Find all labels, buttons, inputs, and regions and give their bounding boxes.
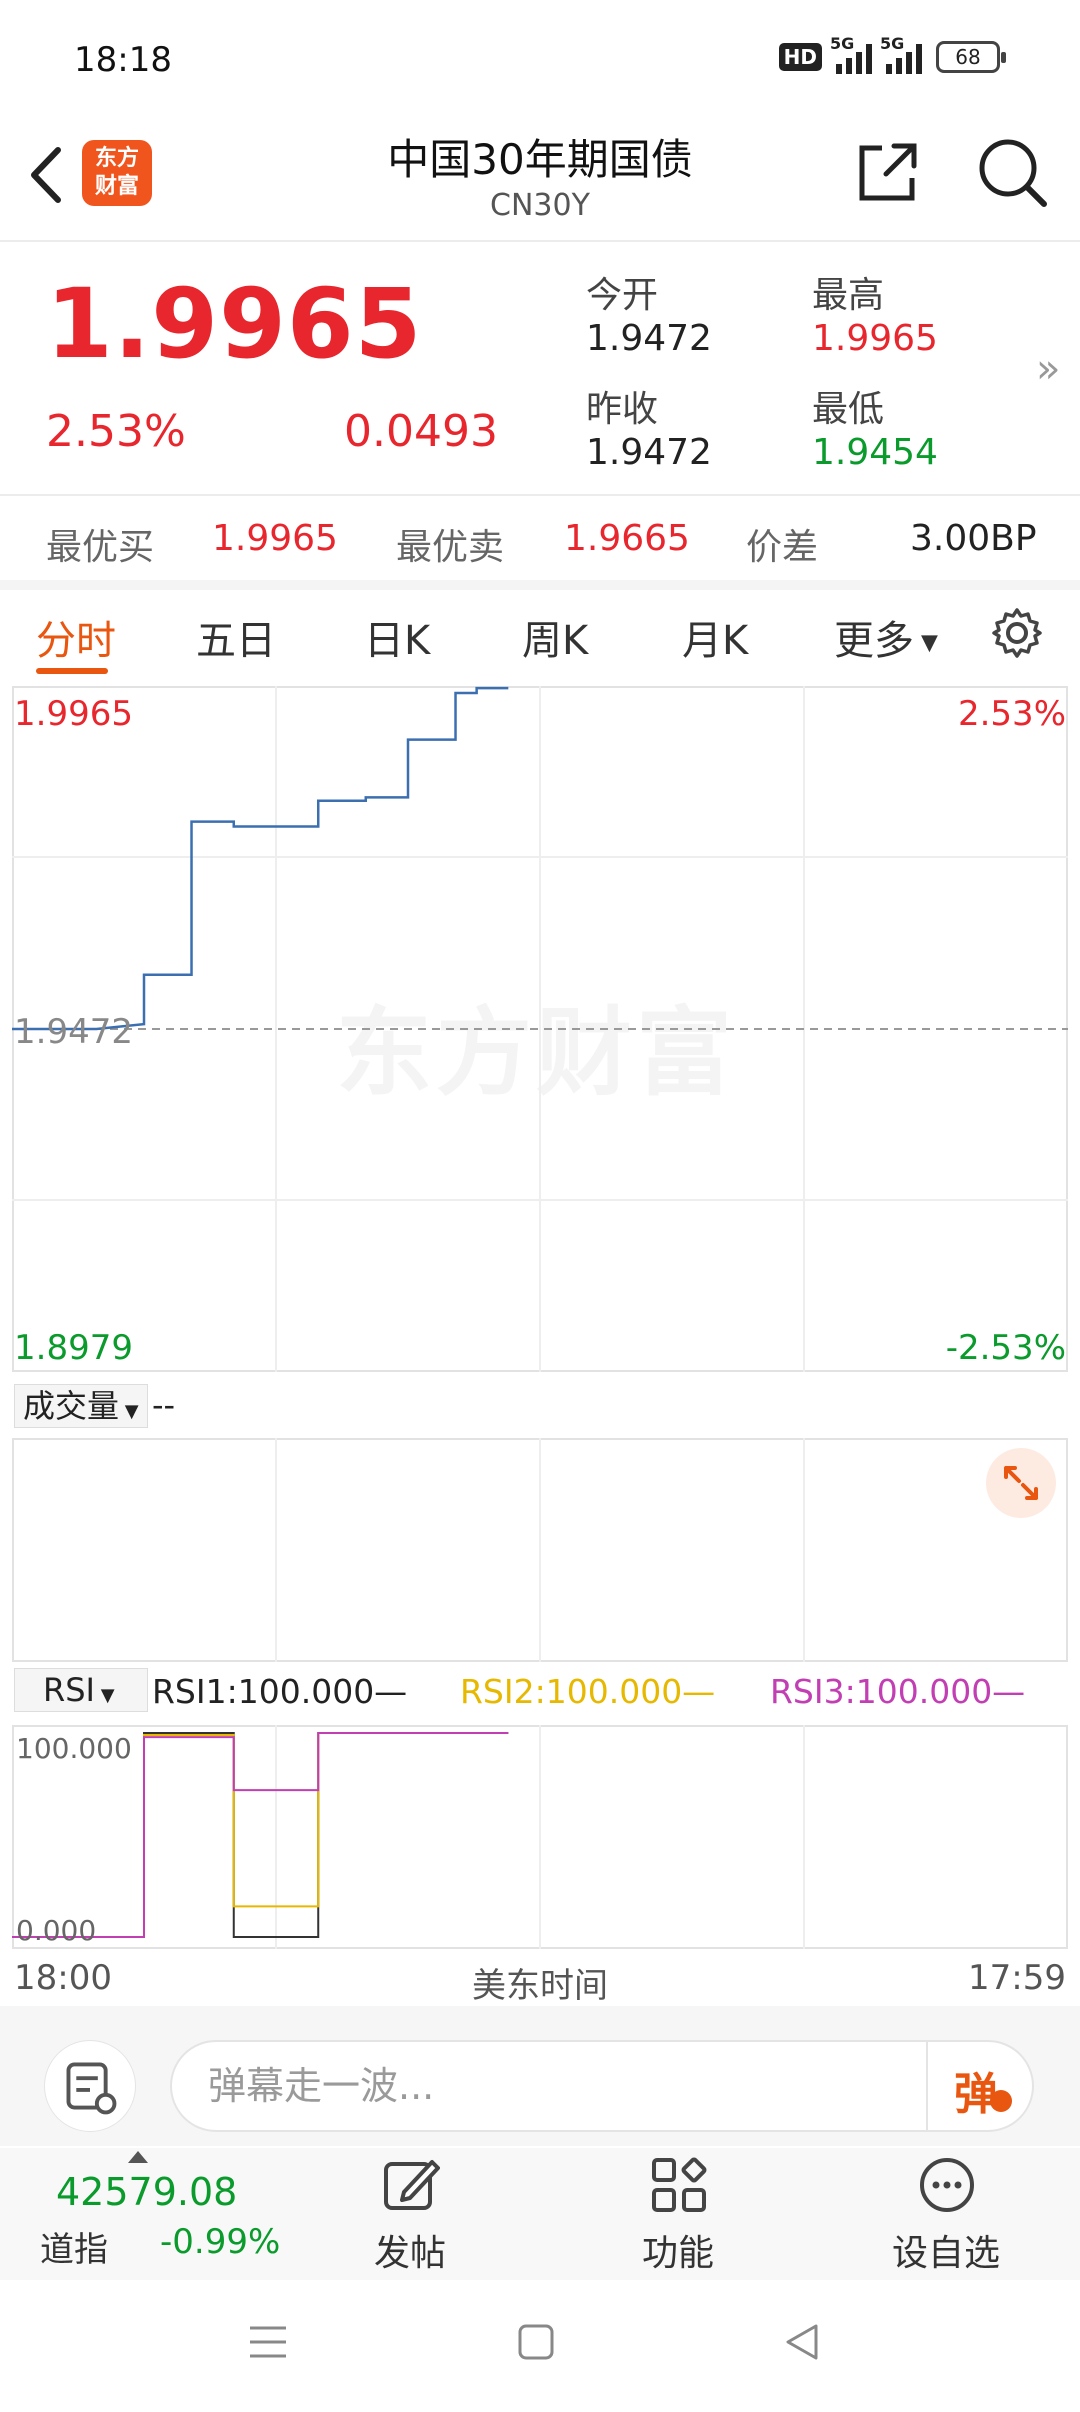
- system-nav-bar: [0, 2280, 1080, 2412]
- rsi-indicator-select[interactable]: RSI ▼: [14, 1668, 148, 1712]
- time-axis-timezone: 美东时间: [472, 1966, 608, 2006]
- spread-value: 3.00BP: [910, 518, 1037, 559]
- page-subtitle: CN30Y: [490, 188, 590, 223]
- volume-chart[interactable]: [12, 1438, 1068, 1662]
- best-bid-label: 最优买: [46, 527, 155, 568]
- y-axis-top-label: 1.9965: [14, 694, 133, 734]
- best-ask-value: 1.9665: [564, 518, 690, 559]
- post-button[interactable]: 发帖: [330, 2156, 490, 2276]
- tab-monthly-k[interactable]: 月K: [682, 618, 749, 664]
- caret-up-icon[interactable]: [128, 2148, 148, 2163]
- y-axis-bottom-label: 1.8979: [14, 1328, 133, 1368]
- hd-icon: HD: [778, 43, 822, 71]
- tab-active-indicator: [36, 668, 108, 674]
- function-button[interactable]: 功能: [598, 2156, 758, 2276]
- add-watchlist-button[interactable]: 设自选: [866, 2156, 1026, 2276]
- change-percent: 2.53%: [46, 406, 186, 457]
- rsi-chart[interactable]: [12, 1725, 1068, 1949]
- rsi1-legend: RSI1:100.000—: [152, 1672, 408, 1711]
- open-value: 1.9472: [586, 318, 712, 359]
- prev-close-value: 1.9472: [586, 432, 712, 473]
- menu-icon[interactable]: [246, 2322, 290, 2362]
- rsi-axis-top-label: 100.000: [16, 1732, 132, 1765]
- check-badge-icon: [990, 2090, 1012, 2112]
- change-value: 0.0493: [344, 406, 498, 457]
- tab-intraday[interactable]: 分时: [36, 618, 116, 664]
- index-change-pct[interactable]: -0.99%: [160, 2222, 281, 2262]
- rsi2-legend: RSI2:100.000—: [460, 1672, 716, 1711]
- high-value: 1.9965: [812, 318, 938, 359]
- volume-indicator-select[interactable]: 成交量 ▼: [14, 1384, 148, 1428]
- rsi3-line: [12, 1732, 509, 1938]
- back-nav-icon[interactable]: [782, 2320, 822, 2364]
- apps-grid-icon: [652, 2157, 707, 2212]
- app-logo: 东方 财富: [82, 140, 152, 206]
- caret-down-icon: ▼: [914, 630, 938, 656]
- battery-icon: 68: [936, 41, 1006, 73]
- tab-five-day[interactable]: 五日: [196, 618, 276, 664]
- index-value[interactable]: 42579.08: [56, 2170, 238, 2214]
- back-icon[interactable]: [22, 140, 72, 210]
- settings-gear-icon[interactable]: [990, 606, 1044, 660]
- home-icon[interactable]: [516, 2322, 556, 2362]
- volume-value: --: [152, 1386, 176, 1424]
- signal-icon-1: 5G: [830, 34, 872, 74]
- notes-icon[interactable]: [44, 2040, 136, 2132]
- watermark: 东方财富: [336, 997, 736, 1109]
- high-label: 最高: [812, 275, 885, 316]
- rsi3-legend: RSI3:100.000—: [770, 1672, 1026, 1711]
- index-name[interactable]: 道指: [40, 2230, 108, 2270]
- chevron-right-icon[interactable]: »: [1036, 346, 1061, 392]
- signal-icon-2: 5G: [880, 34, 922, 74]
- best-bid-value: 1.9965: [212, 518, 338, 559]
- more-dots-icon: [920, 2158, 974, 2212]
- bottom-nav: [0, 2148, 1080, 2280]
- page-title: 中国30年期国债: [387, 135, 693, 184]
- time-axis-end: 17:59: [968, 1958, 1066, 1998]
- status-icons: HD 5G 5G 68: [778, 34, 1006, 74]
- caret-down-icon: ▼: [119, 1401, 139, 1422]
- time-axis-start: 18:00: [14, 1958, 112, 1998]
- price-chart[interactable]: [12, 686, 1068, 1372]
- danmu-send-button[interactable]: 弹: [926, 2040, 1034, 2132]
- expand-icon[interactable]: [986, 1448, 1056, 1518]
- tab-more[interactable]: 更多 ▼: [834, 618, 938, 664]
- tab-weekly-k[interactable]: 周K: [522, 618, 589, 664]
- edit-icon: [384, 2160, 440, 2210]
- status-time: 18:18: [74, 40, 172, 80]
- current-price: 1.9965: [46, 268, 423, 380]
- open-label: 今开: [586, 275, 659, 316]
- best-ask-label: 最优卖: [396, 527, 505, 568]
- low-value: 1.9454: [812, 432, 938, 473]
- danmu-input[interactable]: 弹幕走一波...: [170, 2040, 1034, 2132]
- tab-daily-k[interactable]: 日K: [364, 618, 431, 664]
- price-series-line: [12, 686, 509, 1031]
- search-icon[interactable]: [976, 136, 1048, 208]
- low-label: 最低: [812, 389, 885, 430]
- spread-label: 价差: [746, 527, 819, 568]
- y-axis-mid-label: 1.9472: [14, 1012, 133, 1052]
- pct-axis-top-label: 2.53%: [957, 694, 1066, 734]
- caret-down-icon: ▼: [94, 1685, 115, 1706]
- prev-close-label: 昨收: [586, 389, 659, 430]
- rsi-axis-bottom-label: 0.000: [16, 1914, 97, 1947]
- share-icon[interactable]: [856, 140, 920, 204]
- pct-axis-bottom-label: -2.53%: [945, 1328, 1066, 1368]
